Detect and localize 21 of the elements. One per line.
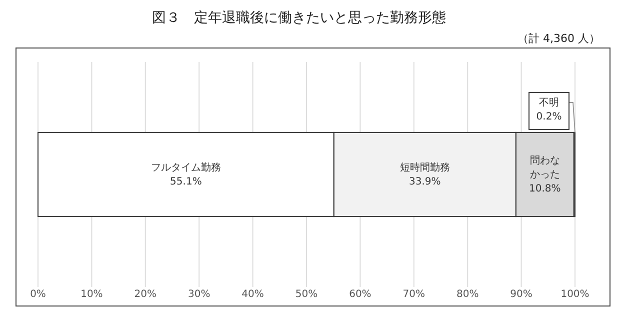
data-label: 10.8%: [529, 183, 561, 194]
x-tick-label: 90%: [510, 289, 532, 300]
x-tick-label: 40%: [242, 289, 264, 300]
x-tick-label: 0%: [30, 289, 46, 300]
x-tick-label: 20%: [134, 289, 157, 300]
x-tick-label: 60%: [349, 289, 372, 300]
x-tick-label: 10%: [80, 289, 103, 300]
x-tick-label: 70%: [402, 289, 426, 300]
x-tick-label: 50%: [295, 289, 318, 300]
x-tick-label: 80%: [456, 289, 479, 300]
text: 不明: [539, 97, 559, 108]
series-label: フルタイム勤務: [150, 161, 221, 174]
series-label: 短時間勤務: [400, 161, 450, 174]
series-label: 問わなかった: [530, 155, 560, 180]
data-label: 55.1%: [170, 176, 202, 188]
x-tick-label: 100%: [560, 289, 590, 300]
data-label: 33.9%: [409, 176, 441, 188]
data-label: 0.2%: [536, 111, 562, 122]
x-tick-label: 30%: [188, 289, 210, 300]
text: （計 4,360 人）: [518, 32, 600, 45]
chart-title: 図３ 定年退職後に働きたいと思った勤務形態: [152, 10, 446, 26]
